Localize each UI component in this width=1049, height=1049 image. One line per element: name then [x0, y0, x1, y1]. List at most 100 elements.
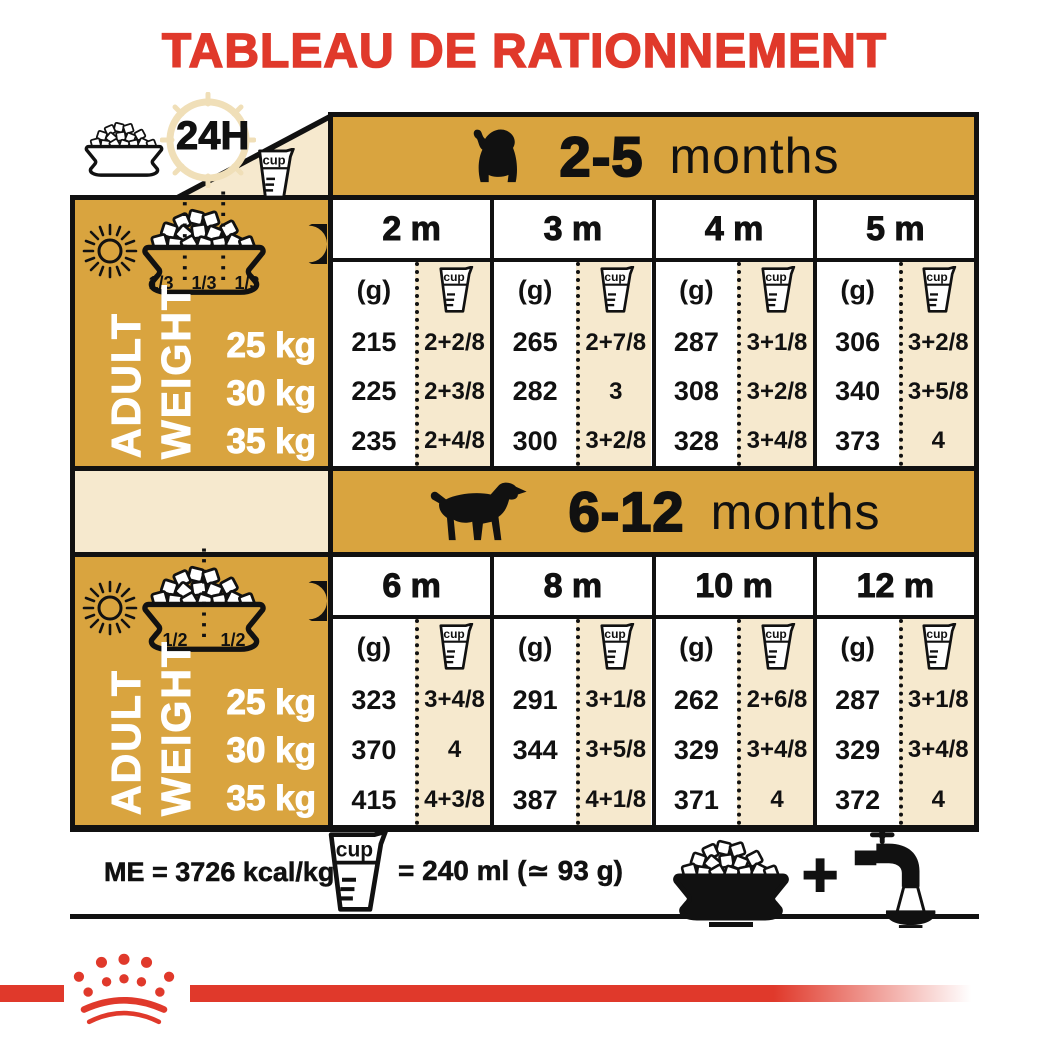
cups-value: 3 [609, 377, 623, 405]
grams-value: 328 [673, 425, 719, 456]
grams-header: (g) [840, 274, 875, 305]
grams-value: 371 [673, 784, 719, 815]
cups-value: 3+2/8 [746, 377, 808, 405]
grams-value: 306 [835, 327, 881, 358]
cups-value: 4 [931, 786, 945, 813]
measuring-cup-icon [252, 148, 298, 200]
weight-row: 35 kg [226, 422, 316, 462]
month-column-6m: 6 m (g) 323 370 415 3+4/8 4 4+3/8 [333, 557, 491, 825]
month-column-2m: 2 m (g) 215 225 235 2+2/8 2+3/8 2+4/8 [333, 200, 491, 466]
fraction-label: 1/3 [191, 273, 217, 293]
adult-label: ADULT [103, 669, 150, 816]
cups-value: 4+1/8 [585, 786, 647, 813]
cup-equivalence: = 240 ml (≃ 93 g) [398, 855, 624, 887]
grams-header: (g) [840, 631, 875, 662]
weight-values: 25 kg 30 kg 35 kg [226, 679, 316, 823]
measuring-cup-icon [757, 623, 797, 671]
cups-value: 3+4/8 [424, 686, 485, 713]
metabolizable-energy: ME = 3726 kcal/kg [104, 857, 335, 888]
measuring-cup-icon [320, 830, 392, 914]
red-bar-right [190, 985, 979, 1002]
cups-value: 3+1/8 [746, 328, 808, 356]
grams-value: 344 [512, 734, 558, 765]
age-unit: months [669, 128, 840, 184]
age-range: 2-5 [559, 124, 644, 189]
month-header: 8 m [494, 557, 652, 619]
grams-header: (g) [679, 631, 714, 662]
grams-value: 225 [351, 376, 397, 407]
fraction-label: 1/2 [220, 630, 246, 650]
moon-icon [287, 577, 327, 625]
grams-value: 300 [512, 425, 558, 456]
cups-value: 4 [770, 786, 784, 813]
measuring-cup-icon [596, 623, 636, 671]
weight-label: WEIGHT [153, 640, 200, 817]
month-column-5m: 5 m (g) 306 340 373 3+2/8 3+5/8 4 [812, 200, 974, 466]
cups-value: 2+3/8 [424, 377, 485, 405]
weight-row: 35 kg [226, 779, 316, 819]
grams-value: 215 [351, 327, 397, 358]
cups-value: 2+2/8 [424, 328, 485, 356]
grams-value: 262 [673, 684, 719, 715]
grams-header: (g) [679, 274, 714, 305]
red-bar-left [0, 985, 64, 1002]
fraction-label: 1/3 [234, 273, 260, 293]
month-header: 5 m [816, 200, 974, 262]
month-column-3m: 3 m (g) 265 282 300 2+7/8 3 3+2/8 [490, 200, 652, 466]
grams-value: 373 [835, 425, 881, 456]
grams-header: (g) [517, 274, 553, 305]
fraction-label: 1/3 [148, 273, 174, 293]
grams-value: 235 [351, 425, 397, 456]
month-column-10m: 10 m (g) 262 329 371 2+6/8 3+4/8 4 [651, 557, 813, 825]
measuring-cup-icon [435, 623, 475, 671]
month-column-4m: 4 m (g) 287 308 328 3+1/8 3+2/8 3+4/8 [651, 200, 813, 466]
meal-split-bowl-halves: 1/2 1/2 [129, 548, 279, 669]
divider [70, 914, 979, 919]
age-range: 6-12 [567, 479, 685, 544]
month-column-8m: 8 m (g) 291 344 387 3+1/8 3+5/8 4+1/8 [490, 557, 652, 825]
month-header: 10 m [655, 557, 813, 619]
month-header: 2 m [333, 200, 491, 262]
grams-value: 415 [351, 784, 397, 815]
grams-header: (g) [356, 274, 392, 305]
fraction-label: 1/2 [162, 630, 188, 650]
grams-header: (g) [517, 631, 553, 662]
weight-row: 30 kg [226, 374, 316, 414]
cups-value: 3+5/8 [585, 736, 647, 763]
adult-label: ADULT [103, 312, 150, 459]
grams-value: 340 [835, 376, 881, 407]
cups-value: 3+2/8 [907, 328, 969, 356]
grams-value: 329 [835, 734, 881, 765]
weight-row: 30 kg [226, 731, 316, 771]
ration-table-2-5: 2 m (g) 215 225 235 2+2/8 2+3/8 2+4/8 3 … [328, 195, 979, 471]
plus-sign: + [801, 840, 839, 911]
weight-row: 25 kg [226, 326, 316, 366]
grams-value: 323 [351, 684, 397, 715]
meal-split-bowl-thirds: 1/3 1/3 1/3 [129, 191, 279, 312]
grams-value: 372 [835, 784, 881, 815]
age-unit: months [710, 483, 881, 540]
month-header: 3 m [494, 200, 652, 262]
cups-value: 2+4/8 [424, 427, 485, 455]
adult-dog-silhouette-icon [426, 478, 534, 546]
cups-value: 2+7/8 [585, 328, 647, 356]
grams-header: (g) [356, 631, 392, 662]
weight-label: WEIGHT [153, 283, 200, 460]
month-column-12m: 12 m (g) 287 329 372 3+1/8 3+4/8 4 [812, 557, 974, 825]
cups-value: 3+5/8 [907, 377, 969, 405]
section-header-6-12-months: 6-12 months [328, 466, 979, 557]
month-header: 6 m [333, 557, 491, 619]
grams-value: 370 [351, 734, 397, 765]
measuring-cup-icon [918, 266, 958, 314]
left-panel-6-12: 1/2 1/2 ADULT WEIGHT 25 kg 30 kg 35 kg [70, 548, 333, 830]
grams-value: 291 [512, 684, 558, 715]
cups-value: 3+4/8 [746, 427, 808, 455]
grams-value: 287 [673, 327, 719, 358]
moon-icon [287, 220, 327, 268]
always-available-label: 24H [175, 114, 250, 159]
month-header: 12 m [816, 557, 974, 619]
cups-value: 4 [931, 427, 945, 455]
water-tap-icon [846, 826, 942, 928]
spacer-cell [70, 466, 333, 557]
grams-value: 287 [835, 684, 881, 715]
